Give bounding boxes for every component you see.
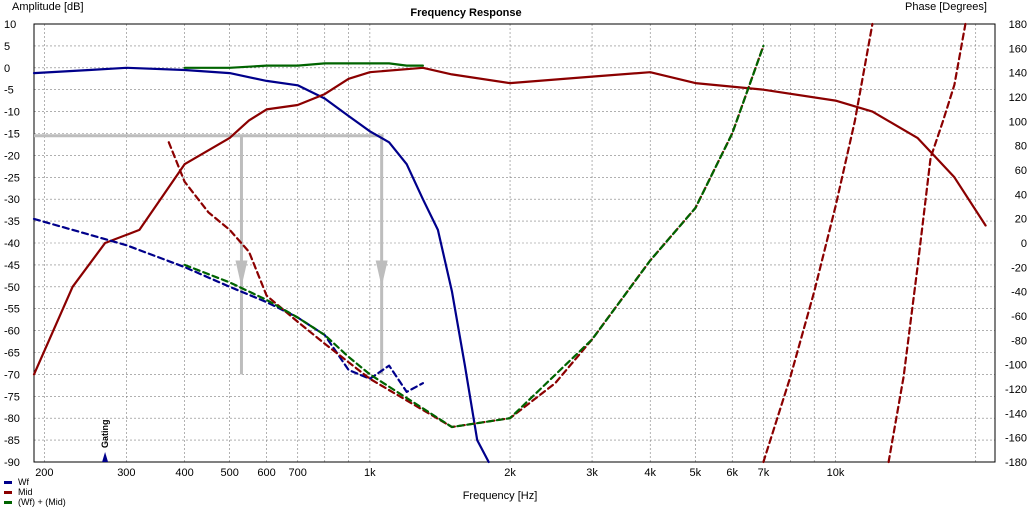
gating-marker-arrow [235,260,248,287]
left-tick-label: -70 [4,369,20,381]
x-tick-label: 700 [289,467,307,479]
gating-label: Gating [100,420,110,449]
legend-label: Mid [18,487,33,497]
x-tick-label: 300 [117,467,135,479]
left-axis-label: Amplitude [dB] [12,1,84,13]
left-tick-label: -35 [4,216,20,228]
left-tick-label: -5 [4,85,14,97]
series-lines [32,22,987,464]
x-tick-label: 400 [175,467,193,479]
left-tick-label: -10 [4,107,20,119]
legend-label: Wf [18,477,29,487]
left-tick-label: -55 [4,304,20,316]
right-tick-label: -60 [1011,311,1027,323]
series-line-mid-solid [32,66,987,376]
right-tick-label: -140 [1005,408,1027,420]
plot-frame [33,23,996,463]
right-tick-label: -180 [1005,457,1027,469]
left-tick-label: -25 [4,172,20,184]
left-tick-label: -50 [4,282,20,294]
left-tick-label: 10 [4,19,16,31]
x-tick-label: 4k [644,467,656,479]
series-line-mid-dashed [167,44,765,429]
series-line-mid-dashed [887,22,967,464]
left-tick-label: -80 [4,413,20,425]
right-tick-label: 100 [1009,116,1027,128]
left-tick-label: -75 [4,391,20,403]
x-tick-label: 5k [690,467,702,479]
grid [34,23,995,463]
right-tick-label: -40 [1011,287,1027,299]
left-tick-label: -20 [4,150,20,162]
right-tick-label: -20 [1011,262,1027,274]
left-tick-label: -90 [4,457,20,469]
x-tick-label: 600 [257,467,275,479]
series-line-wf-mid-solid [183,62,424,69]
x-tick-label: 200 [35,467,53,479]
right-tick-label: 80 [1015,141,1027,153]
right-tick-label: -120 [1005,384,1027,396]
gating-marker: Gating [100,420,110,462]
right-tick-label: -160 [1005,433,1027,445]
left-tick-label: 0 [4,63,10,75]
left-tick-label: -15 [4,129,20,141]
gating-arrow-icon [102,452,109,462]
left-tick-label: 5 [4,41,10,53]
right-tick-label: 0 [1021,238,1027,250]
x-tick-label: 6k [726,467,738,479]
legend-swatch [4,481,12,484]
chart-title: Frequency Response [410,7,521,19]
gating-marker-arrow [375,260,388,287]
left-tick-label: -60 [4,326,20,338]
right-tick-label: 60 [1015,165,1027,177]
x-tick-label: 10k [827,467,845,479]
gating-markers [34,134,388,375]
left-tick-label: -40 [4,238,20,250]
right-tick-label: 20 [1015,214,1027,226]
right-tick-label: 120 [1009,92,1027,104]
series-line-wf-mid-dashed [183,44,765,429]
x-tick-label: 500 [221,467,239,479]
x-tick-label: 2k [504,467,516,479]
legend-swatch [4,491,12,494]
x-tick-label: 1k [364,467,376,479]
right-tick-label: 140 [1009,68,1027,80]
series-line-wf-solid [32,66,490,464]
left-tick-label: -30 [4,194,20,206]
right-tick-label: 180 [1009,19,1027,31]
right-tick-label: 40 [1015,189,1027,201]
legend-label: (Wf) + (Mid) [18,497,66,507]
right-tick-label: -100 [1005,360,1027,372]
right-tick-label: 160 [1009,43,1027,55]
x-axis-label: Frequency [Hz] [463,490,538,502]
x-tick-label: 3k [586,467,598,479]
left-tick-label: -45 [4,260,20,272]
left-tick-label: -85 [4,435,20,447]
series-line-mid-dashed [762,22,874,464]
legend-swatch [4,501,12,504]
tick-labels: 10 5 0 -5 -10 -15 -20 -25 -30 -35 -40 -45 -50 -55 -60 -… [4,19,1027,479]
right-axis-label: Phase [Degrees] [905,1,987,13]
x-tick-label: 7k [758,467,770,479]
right-tick-label: -80 [1011,335,1027,347]
left-tick-label: -65 [4,348,20,360]
